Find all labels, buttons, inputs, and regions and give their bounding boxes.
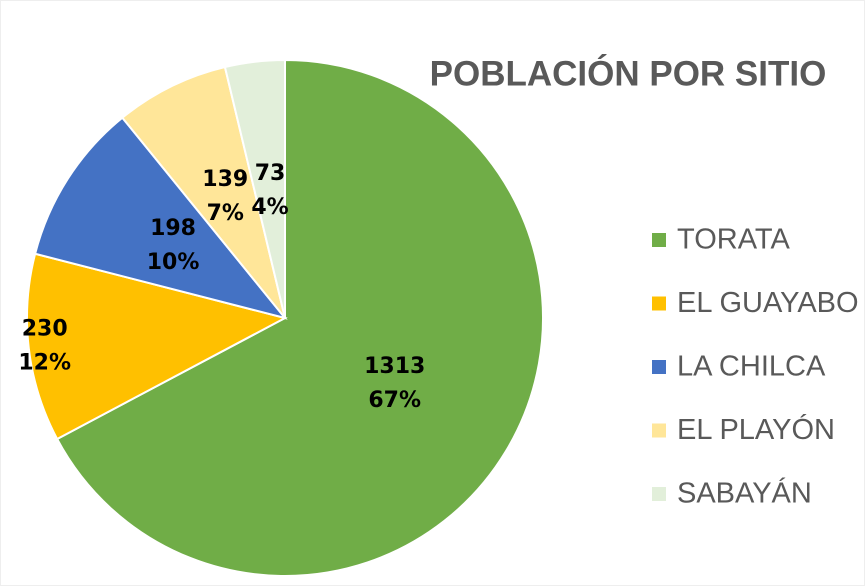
data-label: 1313 bbox=[364, 354, 425, 379]
data-label: 73 bbox=[255, 161, 286, 186]
pie-slice bbox=[223, 58, 286, 319]
pie-slice bbox=[33, 116, 288, 320]
legend-swatch bbox=[652, 423, 666, 438]
data-label: 139 bbox=[202, 167, 248, 192]
pie-slice bbox=[55, 58, 544, 577]
legend-label: TORATA bbox=[677, 224, 790, 256]
legend-label: EL GUAYABO bbox=[677, 287, 859, 319]
legend-label: EL PLAYÓN bbox=[677, 413, 835, 446]
data-label: 198 bbox=[150, 216, 196, 241]
pie-slice bbox=[120, 65, 286, 319]
chart-title: POBLACIÓN POR SITIO bbox=[430, 53, 827, 93]
pie-slice bbox=[26, 252, 288, 441]
legend-swatch bbox=[652, 360, 666, 374]
legend-label: SABAYÁN bbox=[677, 477, 812, 510]
legend-swatch bbox=[652, 487, 666, 501]
data-label-percent: 67% bbox=[368, 388, 421, 413]
data-label-percent: 7% bbox=[207, 201, 244, 226]
legend-label: LA CHILCA bbox=[677, 351, 826, 383]
legend-swatch bbox=[652, 233, 666, 247]
legend-swatch bbox=[652, 296, 666, 311]
data-label-percent: 4% bbox=[251, 195, 288, 220]
data-label-percent: 12% bbox=[18, 351, 71, 376]
data-label-percent: 10% bbox=[147, 250, 200, 275]
data-label: 230 bbox=[22, 317, 68, 342]
